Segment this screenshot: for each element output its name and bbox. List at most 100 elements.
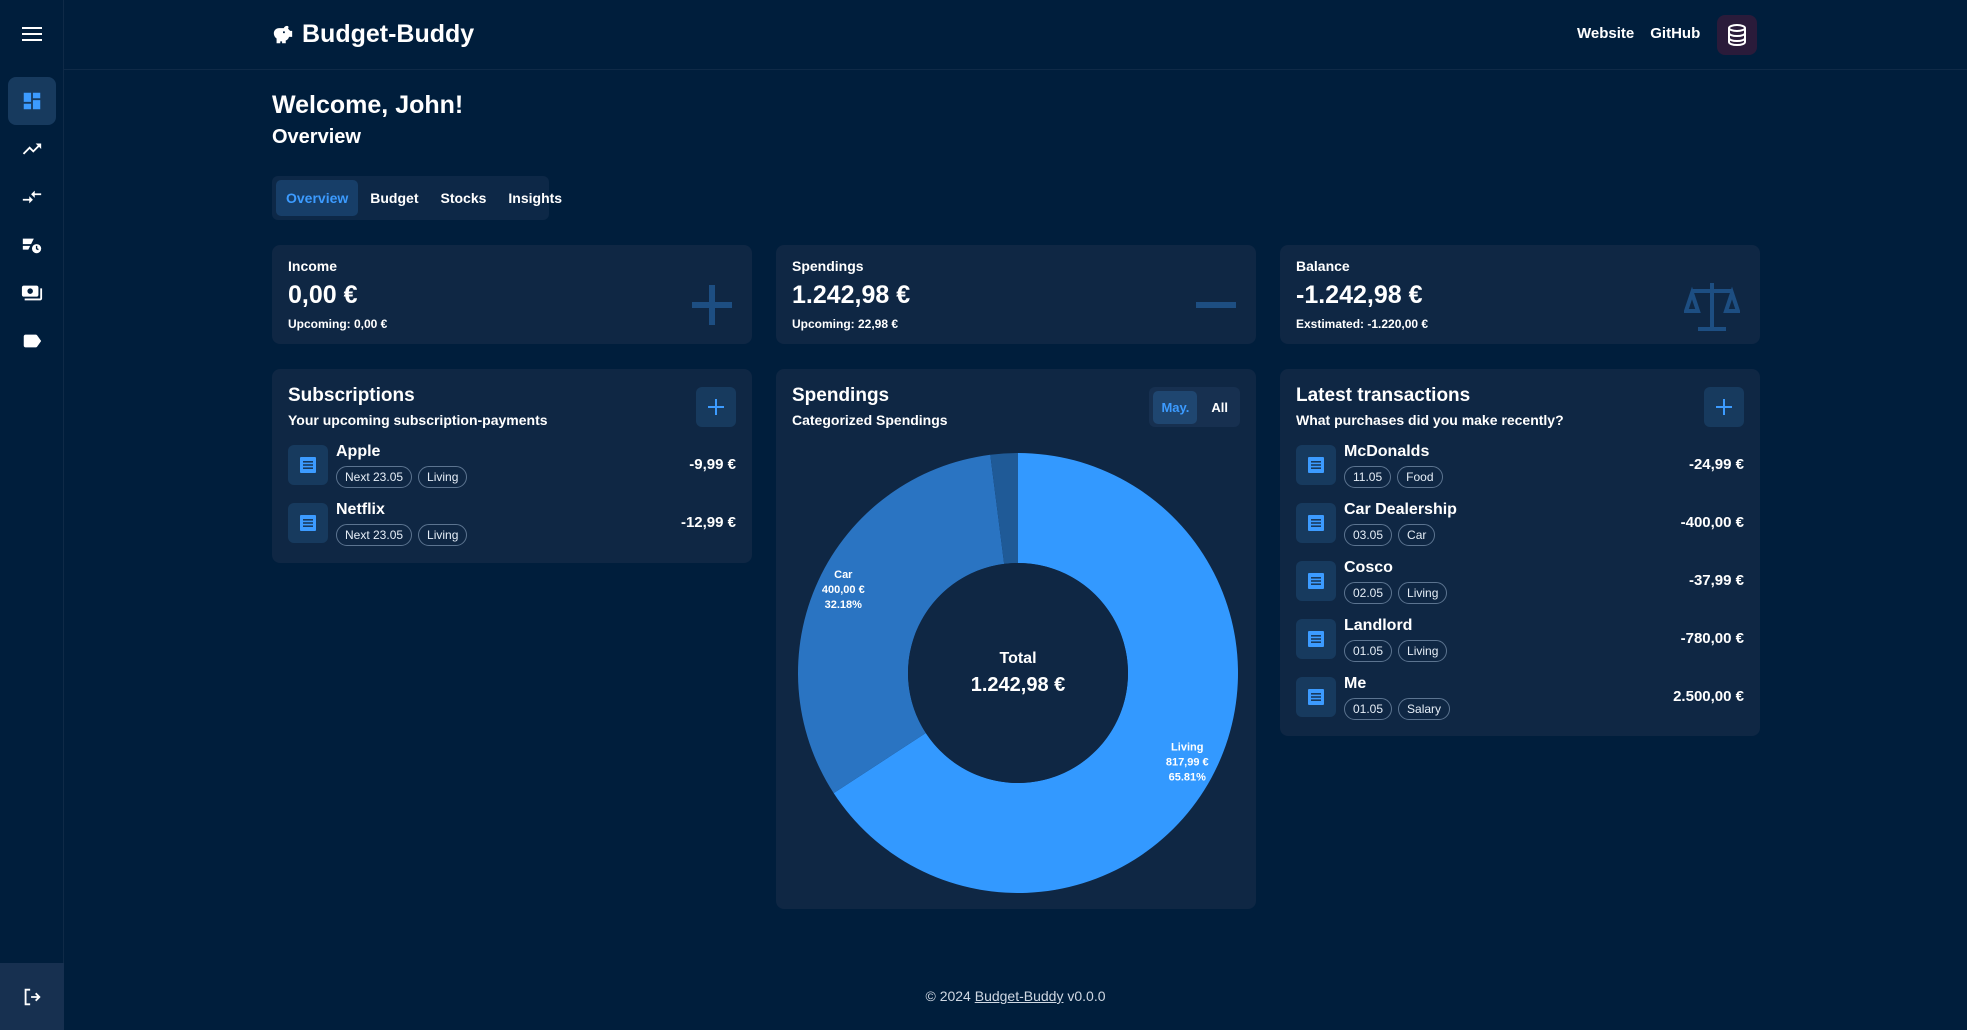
transaction-name: McDonalds — [1344, 443, 1430, 460]
database-icon — [1728, 24, 1746, 46]
subscription-amount: -12,99 € — [680, 514, 736, 531]
transaction-name: Cosco — [1344, 559, 1393, 576]
balance-estimated: Exstimated: -1.220,00 € — [1296, 317, 1429, 331]
footer: © 2024 Budget-Buddy v0.0.0 — [0, 988, 1967, 1004]
transaction-name: Landlord — [1344, 617, 1413, 634]
table-row[interactable]: Me 01.05 Salary 2.500,00 € — [1296, 675, 1744, 725]
add-subscription-button[interactable] — [696, 387, 736, 427]
sidebar-item-subscriptions[interactable] — [8, 221, 56, 269]
table-row[interactable]: Car Dealership 03.05 Car -400,00 € — [1296, 501, 1744, 551]
date-chip: 11.05 — [1344, 466, 1392, 488]
scale-icon — [1684, 283, 1740, 331]
subscriptions-subtitle: Your upcoming subscription-payments — [288, 412, 548, 428]
spendings-label: Spendings — [792, 258, 864, 274]
scheduled-payment-icon — [22, 238, 42, 254]
toggle-all[interactable]: All — [1211, 399, 1228, 415]
list-item[interactable]: Netflix Next 23.05 Living -12,99 € — [288, 501, 736, 551]
toggle-month[interactable]: May. — [1153, 390, 1198, 424]
income-upcoming: Upcoming: 0,00 € — [288, 317, 388, 331]
tab-budget[interactable]: Budget — [370, 190, 419, 206]
table-row[interactable]: Landlord 01.05 Living -780,00 € — [1296, 617, 1744, 667]
brand[interactable]: Budget-Buddy — [272, 20, 474, 49]
donut-slice-car[interactable] — [798, 454, 1005, 794]
top-bar: Budget-Buddy Website GitHub — [64, 0, 1967, 70]
page-subtitle: Overview — [272, 126, 361, 148]
date-chip: 01.05 — [1344, 698, 1393, 720]
income-value: 0,00 € — [288, 281, 358, 309]
sidebar-item-dashboard[interactable] — [8, 77, 56, 125]
remove-icon — [1196, 302, 1236, 308]
sidebar-item-stocks[interactable] — [8, 125, 56, 173]
income-card: Income 0,00 € Upcoming: 0,00 € — [272, 245, 752, 344]
app-title: Budget-Buddy — [302, 20, 475, 48]
transaction-amount: -24,99 € — [1688, 456, 1744, 473]
category-chip: Salary — [1398, 698, 1451, 720]
tab-overview[interactable]: Overview — [276, 180, 359, 216]
sidebar-item-transfers[interactable] — [8, 173, 56, 221]
receipt-icon — [1296, 619, 1336, 659]
receipt-icon — [288, 503, 328, 543]
donut-hole — [908, 563, 1128, 783]
logout-icon — [24, 988, 41, 1005]
total-label: Total — [999, 649, 1037, 667]
spendings-chart-subtitle: Categorized Spendings — [792, 412, 948, 428]
slice-label-car: 32.18% — [825, 599, 863, 611]
balance-label: Balance — [1296, 258, 1350, 274]
github-link[interactable]: GitHub — [1650, 25, 1701, 42]
transaction-amount: 2.500,00 € — [1673, 688, 1744, 705]
menu-icon — [22, 27, 42, 41]
category-chip: Living — [418, 524, 468, 546]
transactions-title: Latest transactions — [1296, 385, 1471, 406]
category-chip: Living — [1398, 582, 1448, 604]
tab-bar: Overview Budget Stocks Insights — [272, 176, 562, 220]
logout-button[interactable] — [0, 963, 64, 1030]
next-date-chip: Next 23.05 — [336, 466, 413, 488]
tab-insights[interactable]: Insights — [508, 190, 563, 206]
receipt-icon — [1296, 561, 1336, 601]
database-button[interactable] — [1717, 15, 1757, 55]
subscription-name: Netflix — [336, 501, 385, 518]
slice-label-car: Car — [834, 569, 853, 581]
payments-icon — [21, 285, 43, 301]
compare-arrows-icon — [22, 190, 42, 204]
balance-value: -1.242,98 € — [1296, 281, 1423, 309]
footer-copyright: © 2024 — [925, 988, 975, 1004]
donut-center: Total 1.242,98 € — [796, 451, 1240, 895]
donut-slice-food[interactable] — [990, 453, 1018, 564]
website-link[interactable]: Website — [1577, 25, 1635, 42]
slice-label-living: 817,99 € — [1166, 757, 1209, 769]
sidebar-item-payments[interactable] — [8, 269, 56, 317]
tab-stocks[interactable]: Stocks — [440, 190, 487, 206]
total-value: 1.242,98 € — [970, 673, 1066, 696]
spendings-value: 1.242,98 € — [792, 281, 911, 309]
transactions-subtitle: What purchases did you make recently? — [1296, 412, 1564, 428]
spendings-chart-title: Spendings — [792, 385, 890, 406]
subscriptions-title: Subscriptions — [288, 385, 415, 406]
transaction-name: Car Dealership — [1344, 501, 1457, 518]
table-row[interactable]: McDonalds 11.05 Food -24,99 € — [1296, 443, 1744, 493]
transaction-amount: -400,00 € — [1680, 514, 1744, 531]
income-label: Income — [288, 258, 338, 274]
list-item[interactable]: Apple Next 23.05 Living -9,99 € — [288, 443, 736, 493]
piggy-bank-icon — [273, 25, 293, 43]
footer-link[interactable]: Budget-Buddy — [974, 988, 1064, 1004]
category-chip: Living — [418, 466, 468, 488]
receipt-icon — [1296, 445, 1336, 485]
plus-icon — [1716, 399, 1732, 415]
slice-label-living: Living — [1171, 742, 1203, 754]
transaction-amount: -780,00 € — [1680, 630, 1744, 647]
donut-slice-living[interactable] — [833, 453, 1238, 893]
spendings-chart-card: Spendings Categorized Spendings May. All… — [776, 369, 1256, 909]
menu-button[interactable] — [16, 18, 48, 50]
receipt-icon — [288, 445, 328, 485]
table-row[interactable]: Cosco 02.05 Living -37,99 € — [1296, 559, 1744, 609]
next-date-chip: Next 23.05 — [336, 524, 413, 546]
receipt-icon — [1296, 503, 1336, 543]
add-transaction-button[interactable] — [1704, 387, 1744, 427]
spendings-stat-card: Spendings 1.242,98 € Upcoming: 22,98 € — [776, 245, 1256, 344]
sidebar-item-categories[interactable] — [8, 317, 56, 365]
slice-label-living: 65.81% — [1169, 772, 1207, 784]
category-chip: Living — [1398, 640, 1448, 662]
date-chip: 02.05 — [1344, 582, 1393, 604]
subscription-amount: -9,99 € — [689, 456, 736, 473]
